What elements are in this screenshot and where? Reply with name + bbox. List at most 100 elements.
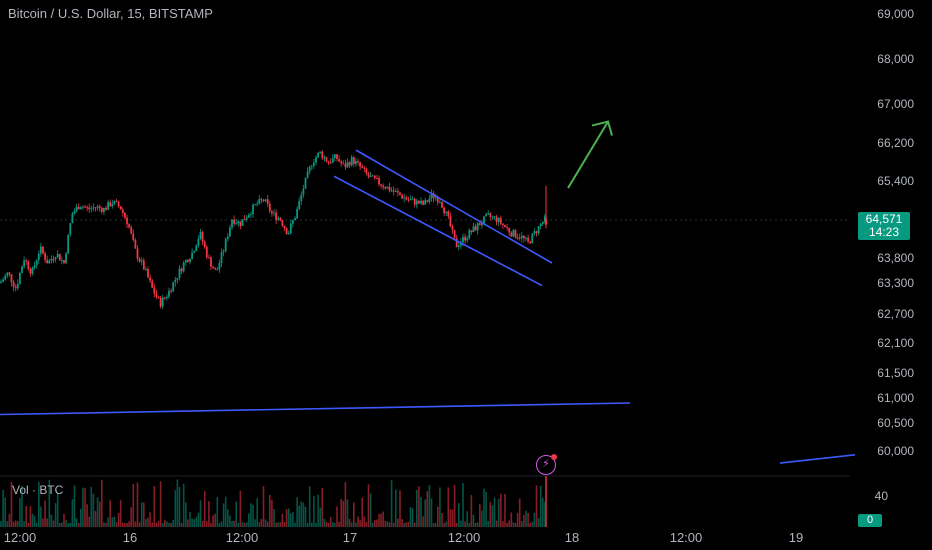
candle-body [275, 212, 277, 220]
volume-bar [67, 523, 69, 527]
volume-bar [384, 520, 387, 527]
candle-body [19, 272, 21, 284]
volume-bar [17, 521, 19, 527]
time-tick-label: 17 [343, 530, 357, 545]
last-price-value: 64,571 [865, 212, 903, 226]
candle-body [27, 261, 30, 269]
candle-body [483, 216, 485, 224]
time-tick-label: 19 [789, 530, 803, 545]
volume-bar [145, 519, 147, 527]
candle-body [277, 217, 280, 220]
support-trendline [0, 402, 631, 416]
candle-body [443, 207, 445, 214]
candle-body [447, 211, 450, 217]
candle-body [115, 201, 118, 203]
candle-body [157, 297, 160, 299]
volume-bar [489, 502, 492, 527]
volume-bar [369, 493, 372, 527]
candle-body [124, 212, 126, 218]
volume-bar [235, 501, 237, 527]
green-arrow-head [591, 120, 613, 136]
candle-body [373, 175, 376, 179]
volume-bar [539, 485, 542, 527]
volume-bar [453, 484, 456, 527]
candle-body [111, 203, 114, 207]
candle-body [121, 209, 124, 213]
candle-body [256, 203, 259, 205]
volume-bar [8, 513, 11, 527]
candle-body [392, 190, 395, 192]
candle-body [191, 252, 193, 260]
volume-bar [518, 498, 521, 527]
volume-bar [136, 482, 139, 527]
volume-bar [545, 476, 547, 527]
candle-body [382, 185, 385, 188]
volume-bar [82, 487, 84, 527]
candle-body [485, 214, 487, 217]
candle-body [100, 207, 103, 212]
volume-bar [250, 503, 252, 527]
volume-bar [500, 493, 502, 527]
candle-body [313, 162, 315, 166]
candle-body [231, 219, 233, 228]
volume-bar [405, 522, 408, 527]
volume-bar [69, 522, 72, 527]
volume-bar [418, 486, 420, 527]
volume-bar [428, 485, 431, 527]
candle-body [56, 253, 59, 258]
lightning-icon[interactable]: ⚡ [536, 454, 557, 475]
volume-bar [306, 522, 309, 527]
price-tick-label: 60,500 [877, 416, 914, 430]
candle-body [180, 268, 183, 272]
volume-bar [233, 520, 235, 527]
volume-bar [90, 486, 93, 527]
volume-bar [514, 522, 517, 527]
volume-bar [80, 508, 82, 527]
candle-body [510, 232, 513, 237]
volume-bar [533, 512, 536, 527]
candle-body [441, 202, 443, 208]
volume-bar [290, 513, 292, 527]
candle-body [216, 269, 219, 271]
volume-bar [296, 496, 298, 527]
volume-bar [483, 488, 485, 527]
volume-bar [140, 502, 143, 527]
volume-bar [523, 514, 525, 527]
candle-body [407, 199, 410, 201]
time-tick-label: 18 [565, 530, 579, 545]
candle-body [233, 219, 235, 224]
candle-body [365, 168, 368, 174]
volume-bar [210, 522, 212, 527]
volume-bar [455, 522, 458, 527]
volume-bar [44, 500, 46, 527]
candle-body [205, 246, 208, 258]
candle-body [174, 279, 177, 283]
volume-bar [371, 522, 374, 527]
candle-body [86, 207, 88, 209]
volume-bar [229, 515, 231, 527]
volume-bar [432, 522, 435, 527]
candle-body [46, 259, 49, 264]
candle-body [409, 199, 412, 201]
volume-bar [151, 522, 153, 527]
candle-body [128, 224, 130, 228]
volume-bar [510, 512, 513, 527]
volume-bar [441, 513, 443, 527]
volume-bar [443, 522, 445, 527]
volume-bar [388, 522, 391, 527]
volume-bar [323, 518, 326, 527]
volume-bar [84, 488, 86, 527]
volume-bar [166, 521, 168, 527]
candle-body [2, 279, 4, 282]
candle-body [16, 283, 19, 289]
volume-bar [409, 507, 412, 527]
volume-bar [269, 494, 271, 527]
candle-body [493, 216, 496, 218]
candle-body [138, 258, 141, 262]
candle-body [386, 186, 389, 189]
volume-bar [31, 513, 34, 527]
price-tick-label: 69,000 [877, 7, 914, 21]
volume-bar [199, 500, 202, 527]
volume-bar [124, 522, 126, 527]
